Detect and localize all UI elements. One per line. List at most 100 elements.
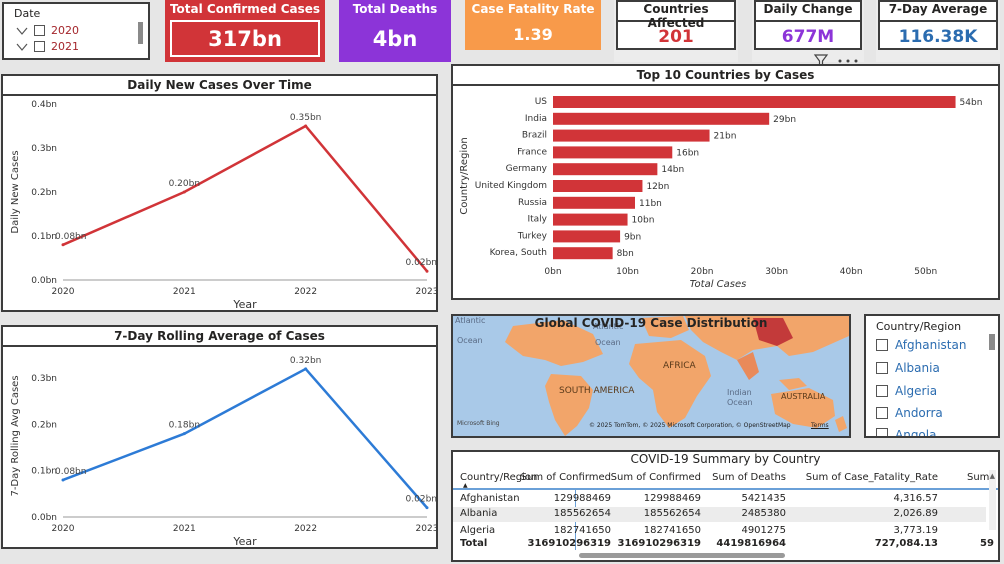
x-tick-label: 10bn [616, 267, 639, 277]
category-label: India [525, 114, 547, 124]
table-hscrollbar[interactable] [579, 553, 785, 558]
checkbox[interactable] [876, 407, 888, 419]
y-axis-title: Country/Region [459, 137, 470, 214]
country-item[interactable]: Angola [876, 428, 936, 436]
table-total-row: Total 316910296319 316910296319 44198169… [453, 537, 994, 552]
data-point [425, 269, 429, 273]
chevron-down-icon[interactable] [16, 26, 28, 36]
slicer-scrollbar[interactable] [989, 334, 995, 350]
column-header[interactable]: Sum [967, 472, 990, 483]
column-header[interactable]: Sum of Case_Fatality_Rate [805, 472, 938, 483]
cell-total-label: Total [460, 538, 488, 549]
column-header[interactable]: Sum of Confirmed [610, 472, 701, 483]
checkbox[interactable] [34, 25, 45, 36]
kpi-value: 4bn [372, 27, 418, 51]
kpi-case-fatality-rate: Case Fatality Rate 1.39 [465, 0, 601, 50]
checkbox[interactable] [876, 339, 888, 351]
bar [553, 247, 613, 260]
column-header[interactable]: Country/Region [460, 472, 538, 483]
data-label: 0.18bn [169, 421, 200, 431]
date-item-label: 2020 [51, 24, 79, 37]
bar [553, 96, 956, 108]
data-point [304, 367, 308, 371]
line-chart-svg[interactable]: 0.0bn 0.1bn 0.2bn 0.3bn 2020 2021 2022 2023 Year… [3, 347, 436, 547]
data-point [61, 478, 65, 482]
bar-chart-svg[interactable]: US 54bn India 29bn Brazil 21bn France 16bn Germa… [453, 86, 998, 298]
data-label: 9bn [624, 232, 641, 242]
y-tick-label: 0.1bn [31, 232, 57, 242]
y-tick-label: 0.3bn [31, 374, 57, 384]
checkbox[interactable] [876, 362, 888, 374]
table-header: Country/Region ▲ Sum of Confirmed Sum of… [453, 470, 998, 490]
category-label: Germany [506, 164, 548, 174]
country-item[interactable]: Andorra [876, 406, 943, 420]
y-tick-label: 0.3bn [31, 144, 57, 154]
table-row[interactable]: Afghanistan 129988469 129988469 5421435 … [453, 492, 986, 507]
y-tick-label: 0.2bn [31, 420, 57, 430]
checkbox[interactable] [876, 385, 888, 397]
more-options-icon[interactable] [836, 57, 860, 65]
x-tick-label: 0bn [544, 267, 561, 277]
column-header[interactable]: Sum of Confirmed [520, 472, 611, 483]
country-slicer: Country/Region Afghanistan Albania Alger… [864, 314, 1000, 438]
country-item[interactable]: Afghanistan [876, 338, 966, 352]
cell-total-confirmed-2: 316910296319 [617, 538, 702, 549]
kpi-label: Case Fatality Rate [471, 2, 595, 16]
date-slicer-title: Date [14, 7, 41, 20]
cell-total-cfr: 727,084.13 [874, 538, 938, 549]
map-label: AUSTRALIA [781, 392, 826, 401]
x-tick-label: 2021 [173, 287, 196, 297]
kpi-7-day-average: 7-Day Average 116.38K [876, 0, 1000, 62]
date-item-2021[interactable]: 2021 [16, 40, 79, 53]
data-label: 29bn [773, 115, 796, 125]
bar [553, 129, 710, 142]
country-item-label: Andorra [895, 406, 943, 420]
map-label: Atlantic [455, 316, 486, 325]
checkbox[interactable] [876, 428, 888, 436]
y-tick-label: 0.2bn [31, 188, 57, 198]
data-label: 0.20bn [169, 179, 200, 189]
y-tick-label: 0.4bn [31, 100, 57, 110]
y-tick-label: 0.0bn [31, 513, 57, 523]
chart-title: 7-Day Rolling Average of Cases [3, 327, 436, 347]
kpi-label: 7-Day Average [888, 2, 988, 16]
data-label: 54bn [960, 98, 983, 108]
country-item[interactable]: Albania [876, 361, 940, 375]
data-label: 14bn [661, 165, 684, 175]
x-tick-label: 2022 [294, 524, 317, 534]
table-scrollbar[interactable] [989, 470, 996, 530]
x-tick-label: 50bn [914, 267, 937, 277]
data-point [425, 506, 429, 510]
data-label: 21bn [714, 132, 737, 142]
map-label: AFRICA [663, 361, 696, 371]
chevron-down-icon[interactable] [16, 42, 28, 52]
x-tick-label: 2020 [52, 287, 75, 297]
kpi-inner-frame [170, 20, 320, 57]
country-item-label: Afghanistan [895, 338, 967, 352]
cell-total-confirmed: 316910296319 [527, 538, 612, 549]
line-chart-svg[interactable]: 0.0bn 0.1bn 0.2bn 0.3bn 0.4bn 2020 2021 2022 202… [3, 96, 436, 310]
map-label: Indian [727, 388, 752, 397]
cell-country: Afghanistan [460, 493, 520, 504]
table-row[interactable]: Algeria 182741650 182741650 4901275 3,77… [453, 524, 986, 539]
x-tick-label: 2022 [294, 287, 317, 297]
chart-title: Daily New Cases Over Time [3, 76, 436, 96]
date-item-2020[interactable]: 2020 [16, 24, 79, 37]
world-map[interactable]: Atlantic Ocean Atlantic Ocean AFRICA SOU… [451, 314, 851, 438]
table-row[interactable]: Albania 185562654 185562654 2485380 2,02… [453, 507, 986, 522]
checkbox[interactable] [34, 41, 45, 52]
series-line [62, 367, 428, 509]
x-tick-label: 2023 [416, 287, 436, 297]
category-label: United Kingdom [475, 181, 547, 191]
cell-cfr: 4,316.57 [893, 493, 938, 504]
scroll-up-icon[interactable]: ▲ [989, 472, 995, 480]
slicer-scrollbar[interactable] [138, 22, 143, 44]
sort-icon[interactable]: ▲ [463, 482, 468, 489]
series-line [62, 124, 428, 273]
bing-logo: Microsoft Bing [457, 420, 500, 427]
data-label: 0.35bn [290, 113, 321, 123]
map-terms-link[interactable]: Terms [811, 422, 829, 429]
column-header[interactable]: Sum of Deaths [712, 472, 786, 483]
bar [553, 163, 658, 176]
country-item[interactable]: Algeria [876, 384, 937, 398]
